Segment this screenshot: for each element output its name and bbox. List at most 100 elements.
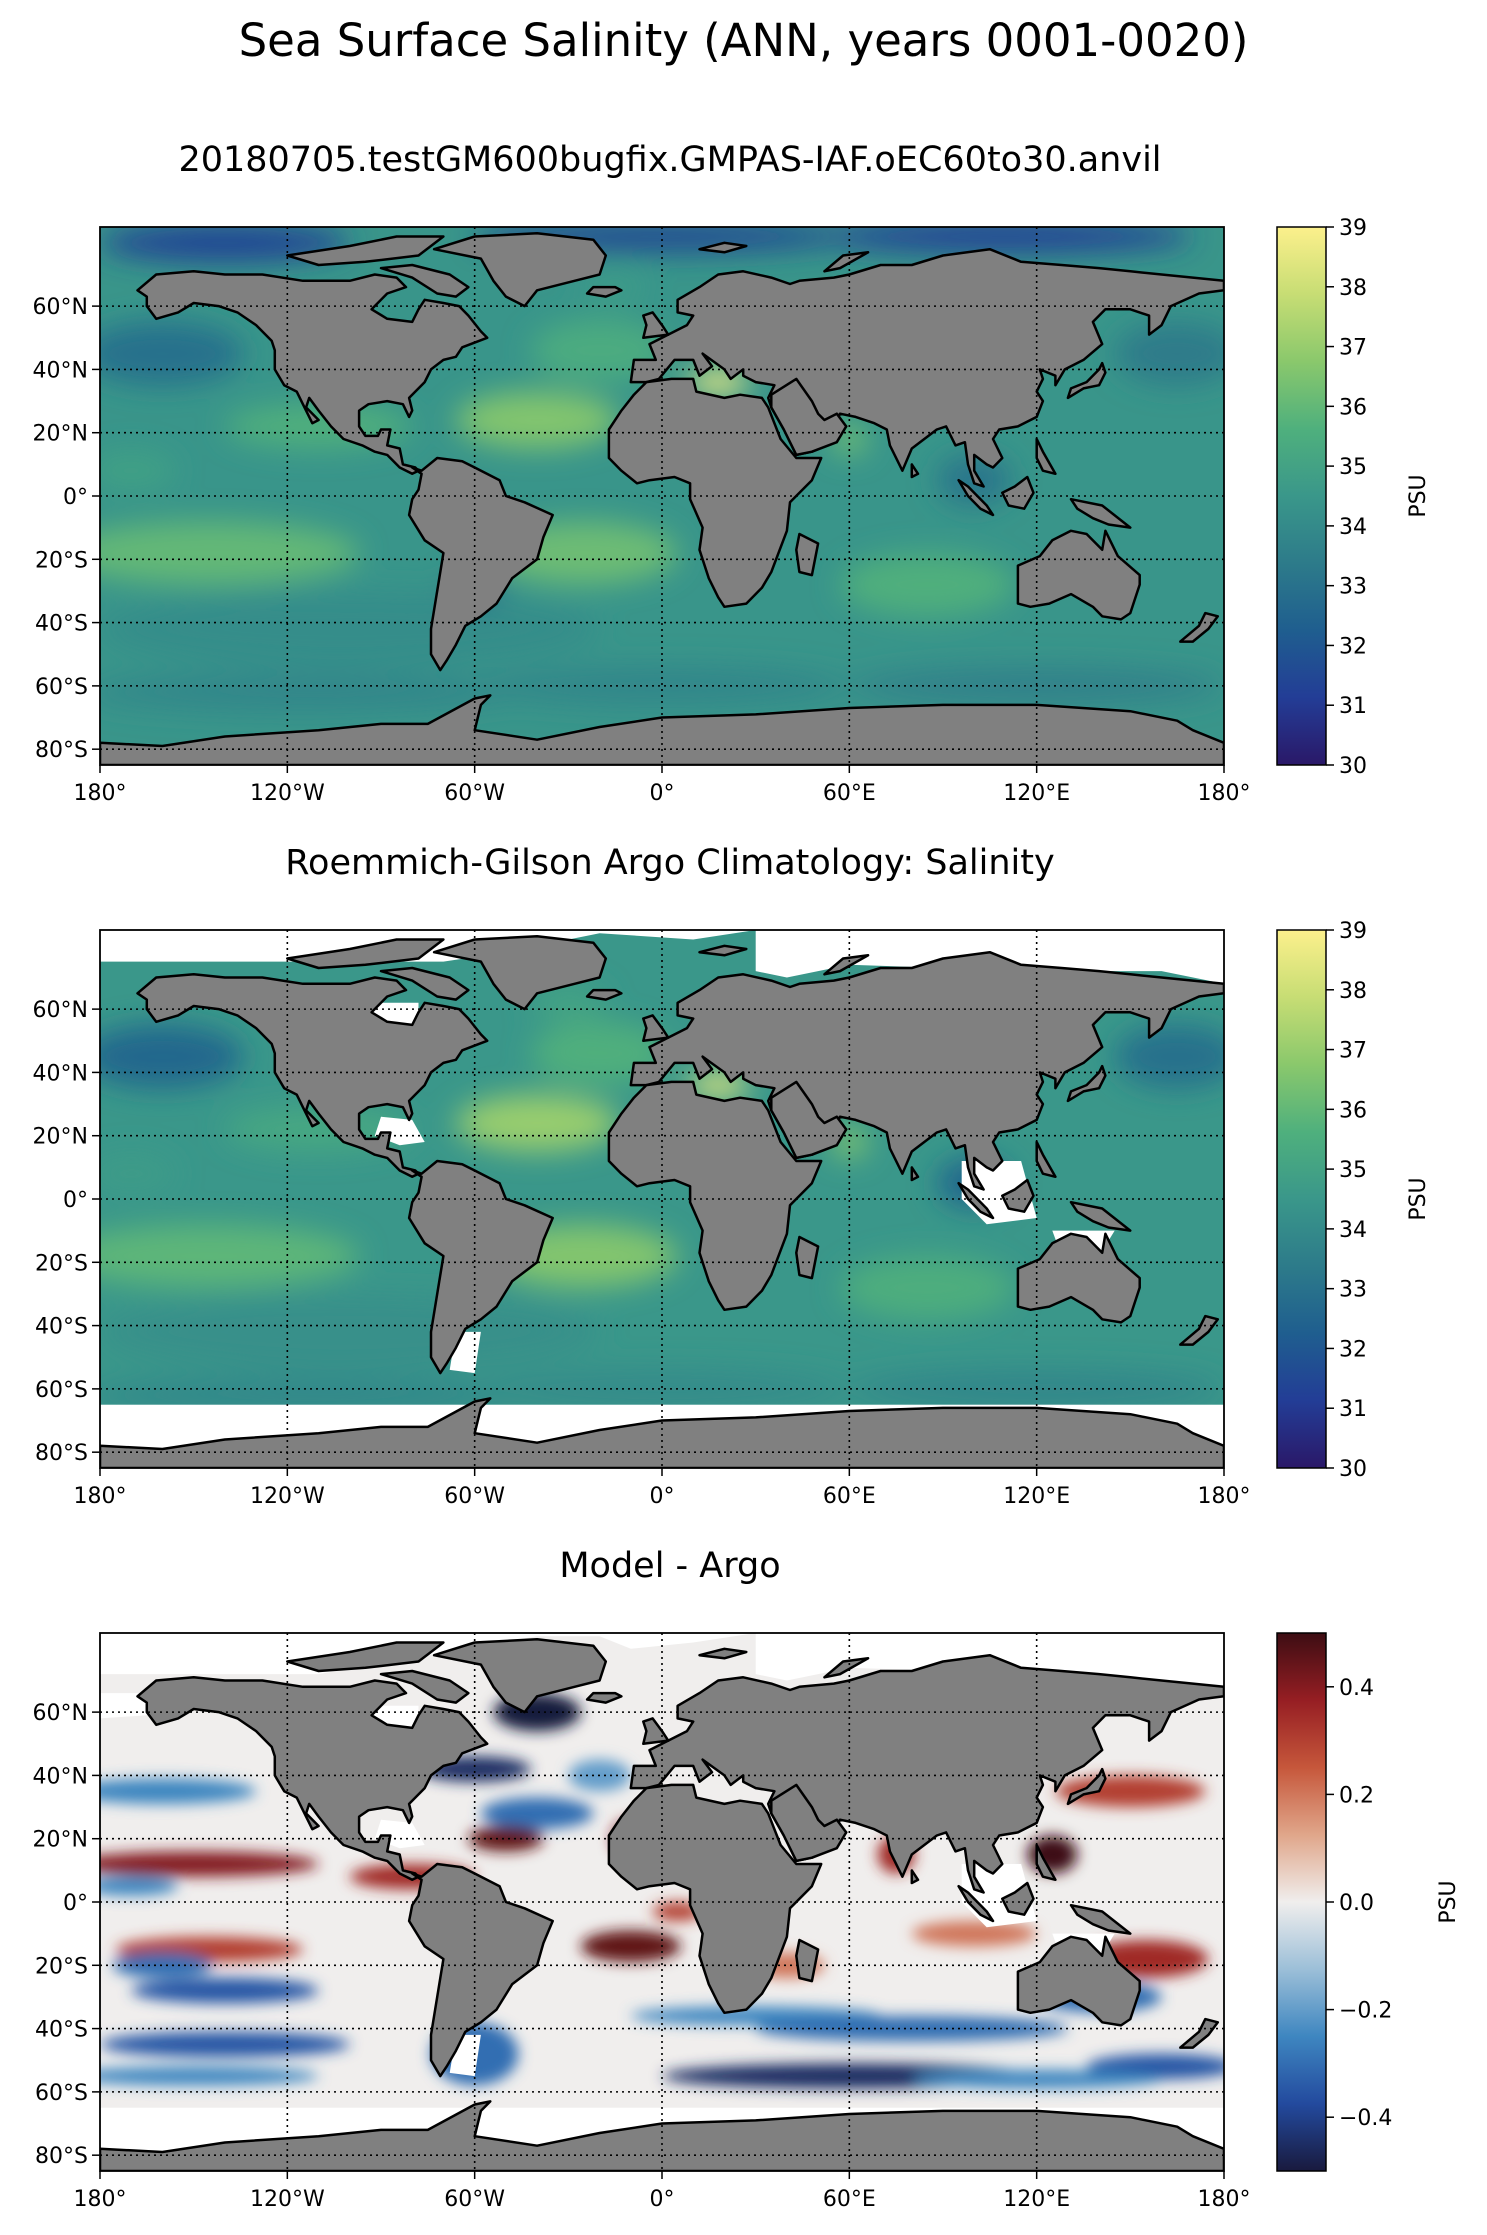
y-tick-label: 20°S: [35, 1251, 88, 1276]
y-tick-label: 60°N: [33, 998, 88, 1023]
land-svalbard: [698, 241, 748, 254]
x-tick-label: 0°: [650, 781, 675, 806]
x-tick-label: 120°E: [1003, 781, 1070, 806]
field-blob: [100, 2066, 319, 2086]
land-novaya-zemlya: [823, 1657, 870, 1679]
y-tick-label: 60°N: [33, 295, 88, 320]
land-arabia-mideast: [770, 1783, 848, 1863]
y-tick-label: 20°N: [33, 1125, 88, 1150]
field-blob: [580, 1930, 681, 1963]
land-iceland: [585, 1691, 623, 1704]
land-british-isles: [642, 1014, 670, 1043]
land-iceland: [585, 285, 623, 298]
colorbar-tick-label: 30: [1339, 754, 1367, 779]
land-antarctica: [100, 1397, 1224, 1468]
colorbar-tick-label: 35: [1339, 455, 1367, 480]
land-north-america: [136, 270, 489, 476]
x-tick-label: 60°W: [444, 781, 505, 806]
colorbar-tick-label: 37: [1339, 1039, 1367, 1064]
field-blob: [1114, 1024, 1224, 1089]
colorbar-tick-label: 36: [1339, 395, 1367, 420]
field-blob: [818, 227, 1193, 253]
y-tick-label: 40°N: [33, 1061, 88, 1086]
x-tick-label: 180°: [74, 781, 127, 806]
colorbar-label: PSU: [1436, 1880, 1461, 1923]
land-madagascar: [795, 532, 820, 577]
field-blob: [100, 1876, 179, 1896]
panel-1-map: 180° 120°W 60°W 0° 60°E 120°E 180° 60°N 40°N 20°N…: [33, 216, 1431, 806]
land-iceland: [585, 988, 623, 1001]
colorbar-tick-label: 38: [1339, 979, 1367, 1004]
land-africa: [607, 377, 823, 609]
y-tick-label: 40°N: [33, 1764, 88, 1789]
colorbar-tick-label: 34: [1339, 1218, 1367, 1243]
land-new-zealand: [1179, 1314, 1220, 1346]
y-tick-label: 20°S: [35, 548, 88, 573]
y-tick-label: 60°S: [35, 2081, 88, 2106]
land-sri-lanka: [910, 1166, 920, 1182]
field-blob: [530, 983, 606, 1022]
field-blob: [112, 1952, 213, 1978]
field-blob: [100, 1851, 319, 1877]
field-blob: [100, 321, 244, 386]
field-blob: [100, 1778, 257, 1804]
field-blob: [100, 590, 600, 667]
land-africa: [607, 1783, 823, 2015]
y-tick-label: 40°N: [33, 358, 88, 383]
colorbar: [1276, 226, 1327, 766]
land-greenland: [432, 935, 608, 1011]
y-tick-label: 60°S: [35, 1378, 88, 1403]
field-blob: [839, 553, 1015, 617]
panel-3-map: 180° 120°W 60°W 0° 60°E 120°E 180° 60°N 40°N 20°N…: [33, 1632, 1461, 2212]
panel-2-title: Roemmich-Gilson Argo Climatology: Salini…: [285, 843, 1055, 883]
field-blob: [455, 1094, 619, 1152]
x-tick-label: 60°E: [823, 781, 876, 806]
land-new-guinea: [1069, 1200, 1132, 1232]
y-tick-label: 20°S: [35, 1954, 88, 1979]
colorbar-tick-label: 33: [1339, 575, 1367, 600]
land-japan: [1066, 1064, 1107, 1103]
land-philippines: [1035, 1140, 1057, 1179]
map-area: [100, 227, 1224, 765]
land-japan: [1066, 361, 1107, 400]
land-sumatra: [957, 1181, 995, 1220]
y-tick-label: 60°N: [33, 1701, 88, 1726]
panel-3-title: Model - Argo: [559, 1546, 781, 1586]
y-tick-label: 20°N: [33, 422, 88, 447]
land-new-zealand: [1179, 2017, 1220, 2049]
field-blob: [100, 451, 175, 490]
figure-suptitle: Sea Surface Salinity (ANN, years 0001-00…: [238, 14, 1249, 67]
y-tick-label: 80°S: [35, 1441, 88, 1466]
colorbar-tick-label: 35: [1339, 1158, 1367, 1183]
x-tick-label: 180°: [1198, 781, 1251, 806]
land-greenland: [432, 1638, 608, 1714]
colorbar-tick-label: 0.2: [1339, 1783, 1374, 1808]
colorbar-tick-label: 32: [1339, 634, 1367, 659]
land-japan: [1066, 1767, 1107, 1806]
field-blob: [480, 1797, 594, 1830]
x-tick-label: 120°W: [250, 781, 325, 806]
land-new-guinea: [1069, 497, 1132, 529]
land-sri-lanka: [910, 463, 920, 479]
land-madagascar: [795, 1938, 820, 1983]
field-blob: [100, 673, 522, 712]
field-blob: [474, 1369, 850, 1408]
colorbar-tick-label: 39: [1339, 216, 1367, 241]
land-svalbard: [698, 1647, 748, 1660]
x-tick-label: 120°E: [1003, 1484, 1070, 1509]
land-arabia-mideast: [770, 377, 848, 457]
land-greenland: [432, 232, 608, 308]
y-tick-label: 80°S: [35, 738, 88, 763]
field-blob: [911, 1920, 1037, 1947]
x-tick-label: 180°: [74, 1484, 127, 1509]
colorbar: [1276, 929, 1327, 1469]
field-blob: [100, 1024, 244, 1089]
x-tick-label: 180°: [74, 2187, 127, 2212]
field-blob: [100, 1224, 360, 1288]
x-tick-label: 0°: [650, 2187, 675, 2212]
land-baffin: [379, 263, 470, 298]
colorbar-tick-label: 31: [1339, 1397, 1367, 1422]
land-antarctica: [100, 694, 1224, 765]
field-blob: [911, 2069, 1162, 2089]
gridlines: [100, 930, 1224, 1468]
